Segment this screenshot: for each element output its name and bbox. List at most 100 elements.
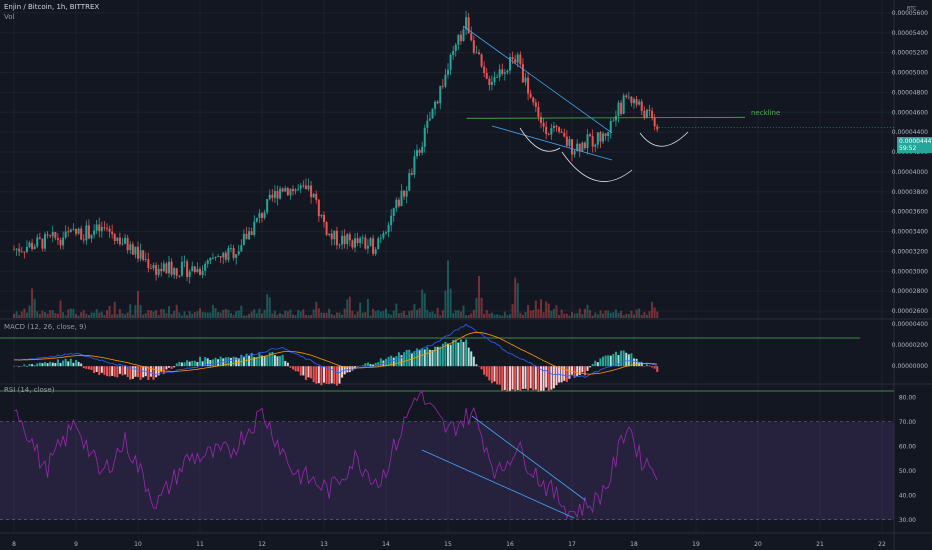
- volume-bar: [188, 311, 191, 318]
- macd-histogram-bar: [568, 366, 571, 379]
- volume-bar: [13, 313, 15, 318]
- candle-body: [392, 208, 395, 216]
- macd-histogram-bar: [390, 355, 393, 367]
- volume-bar: [348, 296, 351, 318]
- rsi-pane: [0, 390, 894, 521]
- candle-body: [315, 193, 318, 200]
- macd-histogram-bar: [607, 355, 610, 367]
- candle-body: [325, 222, 328, 235]
- symbol-title[interactable]: Enjin / Bitcoin, 1h, BITTREX: [4, 3, 100, 11]
- candlesticks: [13, 10, 659, 284]
- macd-histogram-bar: [578, 366, 581, 376]
- volume-bar: [653, 307, 656, 318]
- macd-histogram-bar: [609, 355, 612, 367]
- candle-body: [160, 268, 163, 272]
- macd-histogram-bar: [640, 362, 643, 367]
- macd-histogram-bar: [201, 361, 204, 367]
- macd-histogram-bar: [129, 366, 132, 380]
- candle-body: [348, 234, 351, 241]
- macd-histogram-bar: [240, 354, 243, 367]
- macd-line: [13, 323, 658, 378]
- volume-bar: [527, 305, 530, 318]
- macd-histogram-bar: [317, 366, 320, 384]
- volume-bar: [44, 312, 46, 318]
- macd-histogram-bar: [199, 356, 201, 367]
- volume-bar: [578, 308, 581, 318]
- volume-bar: [108, 305, 111, 318]
- macd-histogram-bar: [447, 343, 449, 367]
- volume-bar: [199, 308, 201, 318]
- candle-body: [643, 110, 646, 118]
- candle-body: [41, 238, 44, 249]
- volume-bar: [258, 308, 261, 318]
- macd-histogram-bar: [38, 362, 41, 367]
- candle-body: [196, 268, 199, 273]
- macd-histogram-bar: [186, 360, 189, 367]
- volume-bar: [656, 311, 659, 318]
- macd-histogram-bar: [328, 366, 331, 385]
- price-tick-label: 0.00005200: [892, 50, 928, 57]
- macd-label[interactable]: MACD (12, 26, close, 9): [4, 323, 87, 331]
- candle-body: [286, 188, 289, 196]
- volume-bar: [421, 289, 424, 318]
- volume-bar: [51, 310, 54, 318]
- macd-histogram-bar: [434, 346, 437, 367]
- volume-bar: [524, 311, 527, 318]
- currency-label[interactable]: BTC: [907, 6, 917, 12]
- volume-bar: [186, 315, 189, 318]
- volume-bar: [413, 304, 416, 318]
- macd-histogram-bar: [193, 360, 196, 367]
- volume-bar: [449, 288, 452, 318]
- macd-histogram-bar: [436, 346, 439, 367]
- time-tick-label: 21: [816, 541, 824, 548]
- volume-bar: [330, 314, 333, 318]
- macd-histogram-bar: [139, 366, 142, 380]
- macd-histogram-bar: [230, 357, 232, 367]
- volume-bar: [263, 309, 266, 318]
- macd-histogram-bar: [155, 366, 158, 378]
- volume-bar: [255, 313, 258, 318]
- candle-body: [653, 117, 656, 127]
- candle-body: [137, 246, 139, 259]
- macd-histogram-bar: [315, 366, 318, 384]
- macd-histogram-bar: [540, 366, 542, 392]
- macd-histogram-bar: [423, 349, 426, 367]
- macd-histogram-bar: [284, 360, 287, 367]
- volume-bar: [162, 309, 165, 318]
- macd-histogram-bar: [261, 355, 263, 367]
- macd-histogram-bar: [245, 353, 248, 367]
- volume-bar: [82, 310, 85, 318]
- macd-histogram-bar: [617, 355, 620, 367]
- candle-body: [529, 93, 532, 98]
- volume-bar: [139, 305, 142, 318]
- macd-histogram-bar: [255, 356, 258, 367]
- volume-label[interactable]: Vol: [4, 13, 15, 21]
- rsi-band: [0, 421, 894, 520]
- volume-bar: [390, 314, 393, 318]
- volume-bar: [573, 313, 576, 318]
- candle-body: [227, 248, 230, 260]
- candle-body: [519, 54, 522, 65]
- candle-body: [335, 230, 338, 246]
- time-tick-label: 18: [630, 541, 638, 548]
- rsi-label[interactable]: RSI (14, close): [4, 386, 55, 394]
- macd-histogram-bar: [418, 350, 421, 367]
- macd-histogram-bar: [519, 366, 522, 392]
- candle-body: [292, 188, 294, 192]
- macd-histogram-bar: [397, 352, 400, 367]
- candle-body: [521, 64, 524, 83]
- volume-bar: [77, 315, 80, 318]
- candle-body: [397, 199, 400, 207]
- volume-bar: [501, 315, 504, 318]
- macd-histogram-bar: [602, 356, 604, 367]
- macd-histogram-bar: [560, 366, 563, 383]
- volume-bar: [289, 309, 292, 318]
- candle-body: [457, 34, 460, 45]
- candle-body: [444, 74, 447, 87]
- candle-body: [421, 146, 424, 153]
- candle-body: [263, 212, 266, 218]
- macd-histogram-bar: [320, 366, 323, 386]
- macd-histogram-bar: [64, 358, 67, 367]
